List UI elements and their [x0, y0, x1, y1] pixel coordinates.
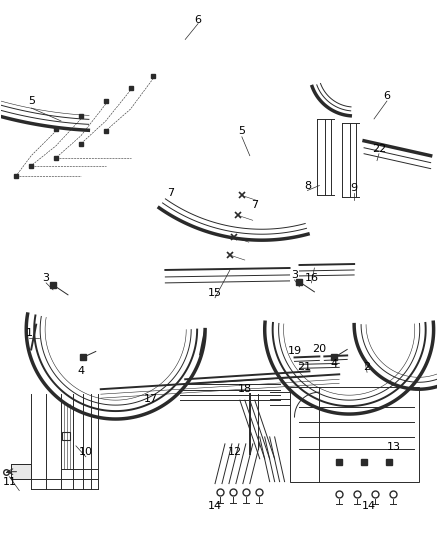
Text: 3: 3: [291, 270, 298, 280]
Text: 3: 3: [42, 273, 49, 283]
Text: 13: 13: [387, 442, 401, 452]
Text: 7: 7: [251, 200, 258, 211]
Text: 11: 11: [2, 477, 16, 487]
Text: 17: 17: [143, 394, 158, 404]
Text: 4: 4: [331, 359, 338, 369]
Text: 8: 8: [304, 181, 311, 190]
Text: 6: 6: [194, 14, 201, 25]
Text: 6: 6: [383, 91, 390, 101]
Text: 21: 21: [297, 362, 311, 373]
Bar: [290, 387, 419, 482]
Text: 1: 1: [26, 328, 33, 337]
Bar: [11, 464, 31, 479]
Text: 5: 5: [238, 126, 245, 136]
Text: 20: 20: [312, 344, 326, 354]
Text: 12: 12: [228, 447, 242, 457]
Text: 5: 5: [28, 96, 35, 106]
Text: 14: 14: [208, 502, 222, 512]
Text: 14: 14: [362, 502, 376, 512]
Text: 18: 18: [238, 384, 252, 394]
Text: 22: 22: [372, 144, 386, 154]
Text: 10: 10: [79, 447, 93, 457]
Bar: [11, 464, 31, 479]
Text: 15: 15: [208, 288, 222, 298]
Text: 9: 9: [350, 183, 358, 193]
Text: 19: 19: [287, 346, 302, 357]
Text: 16: 16: [304, 273, 318, 283]
Text: 2: 2: [364, 362, 371, 373]
Text: 7: 7: [167, 189, 174, 198]
Text: 4: 4: [78, 366, 85, 376]
